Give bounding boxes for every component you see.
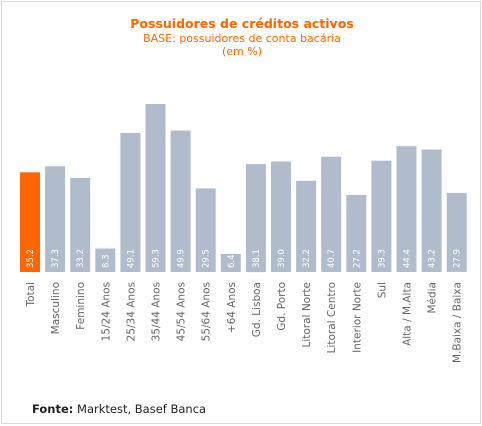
- bar-4: [95, 248, 116, 272]
- x-tick-label: +64 Anos: [226, 282, 238, 333]
- bar-value-label: 38.1: [252, 249, 262, 268]
- bar-13: [321, 156, 342, 272]
- chart-title: Possuidores de créditos activos: [130, 16, 353, 31]
- bar-value-label: 27.2: [352, 249, 362, 268]
- bar-value-label: 49.1: [126, 249, 136, 268]
- source-note: Fonte: Marktest, Basef Banca: [32, 402, 206, 416]
- bar-1: [20, 172, 40, 272]
- bar-value-labels: 35.2 37.3 33.2 8.3 49.1 59.3 49.9 29.5 6.4 38.1 39…: [26, 249, 463, 268]
- bar-6: [145, 104, 166, 272]
- bar-10: [245, 164, 266, 273]
- bar-17: [421, 149, 442, 272]
- bar-2: [45, 166, 66, 272]
- bar-value-label: 35.2: [26, 249, 36, 268]
- bar-5: [120, 132, 141, 272]
- x-tick-label: Gd. Porto: [276, 282, 288, 331]
- x-tick-label: Interior Norte: [351, 282, 363, 353]
- bar-value-label: 59.3: [152, 249, 162, 268]
- bar-value-label: 44.4: [403, 249, 413, 268]
- x-tick-label: Masculino: [50, 282, 62, 334]
- bar-value-label: 39.0: [277, 249, 287, 268]
- chart-subtitle: BASE: possuidores de conta bacária: [143, 32, 341, 45]
- chart-subtitle-unit: (em %): [222, 45, 262, 58]
- bar-18: [446, 192, 467, 272]
- x-axis-tick-labels: Total Masculino Feminino 15/24 Anos 25/34 An…: [25, 282, 464, 363]
- bar-15: [371, 160, 392, 272]
- bar-value-label: 49.9: [177, 249, 187, 268]
- x-tick-label: 55/64 Anos: [201, 282, 213, 341]
- bar-value-label: 33.2: [76, 249, 86, 268]
- bar-7: [170, 130, 191, 272]
- x-tick-label: M.Baixa / Baixa: [452, 282, 464, 363]
- bar-value-label: 8.3: [101, 254, 111, 268]
- bar-value-label: 32.2: [302, 249, 312, 268]
- bar-value-label: 43.2: [428, 249, 438, 268]
- bar-value-label: 29.5: [202, 249, 212, 268]
- x-tick-label: Litoral Norte: [301, 282, 313, 348]
- bar-value-label: 39.3: [377, 249, 387, 268]
- bar-9: [220, 253, 241, 272]
- bar-3: [70, 177, 91, 272]
- bar-11: [271, 161, 291, 272]
- x-tick-label: Litoral Centro: [326, 282, 338, 353]
- bar-12: [296, 180, 317, 272]
- source-label: Fonte:: [32, 402, 74, 416]
- bars-group: [20, 104, 467, 273]
- x-tick-label: Gd. Lisboa: [251, 282, 263, 337]
- bar-8: [195, 188, 216, 272]
- source-text: Marktest, Basef Banca: [73, 402, 207, 416]
- bar-value-label: 6.4: [227, 254, 237, 268]
- bar-value-label: 27.9: [453, 249, 463, 268]
- x-tick-label: 45/54 Anos: [176, 282, 188, 341]
- x-tick-label: 15/24 Anos: [100, 282, 112, 341]
- x-tick-label: Sul: [376, 282, 388, 298]
- bar-16: [396, 146, 417, 272]
- x-tick-label: Média: [427, 282, 439, 314]
- bar-value-label: 37.3: [51, 249, 61, 268]
- x-tick-label: Feminino: [75, 282, 87, 330]
- bar-value-label: 40.7: [327, 249, 337, 268]
- x-tick-label: 35/44 Anos: [151, 282, 163, 341]
- x-tick-label: Alta / M.Alta: [402, 282, 414, 346]
- bar-14: [346, 194, 367, 272]
- x-tick-label: Total: [25, 282, 37, 308]
- x-tick-label: 25/34 Anos: [125, 282, 137, 341]
